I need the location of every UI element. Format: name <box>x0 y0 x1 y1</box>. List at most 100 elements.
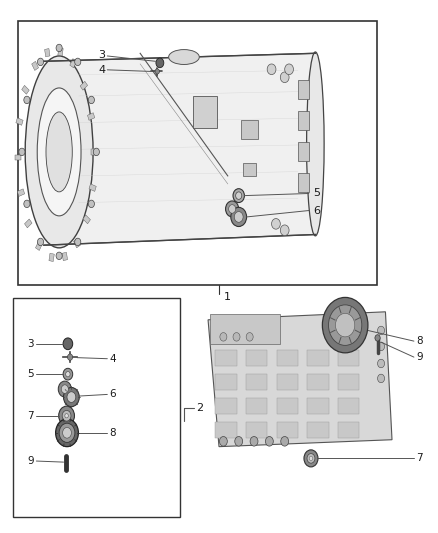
Text: 4: 4 <box>98 65 105 75</box>
Circle shape <box>56 419 78 447</box>
Circle shape <box>304 450 318 467</box>
Circle shape <box>24 96 30 103</box>
Bar <box>35 241 42 251</box>
Text: 9: 9 <box>416 352 423 362</box>
Bar <box>338 422 359 438</box>
Circle shape <box>280 225 289 236</box>
Circle shape <box>267 64 276 75</box>
Circle shape <box>265 437 273 446</box>
Bar <box>215 374 237 390</box>
Bar <box>246 374 267 390</box>
Bar <box>88 113 95 120</box>
Text: 3: 3 <box>28 339 34 349</box>
Circle shape <box>336 313 355 337</box>
Bar <box>89 184 96 191</box>
Circle shape <box>93 148 99 156</box>
Circle shape <box>67 392 76 402</box>
Circle shape <box>88 200 95 208</box>
Bar <box>307 374 328 390</box>
Ellipse shape <box>46 112 72 192</box>
Bar <box>18 189 25 196</box>
Bar <box>210 314 280 344</box>
Text: 2: 2 <box>196 403 203 413</box>
Bar <box>32 61 39 70</box>
Bar <box>91 149 97 155</box>
Circle shape <box>378 374 385 383</box>
Circle shape <box>250 437 258 446</box>
Circle shape <box>378 326 385 335</box>
Text: 6: 6 <box>110 390 116 399</box>
Bar <box>15 155 21 160</box>
Circle shape <box>322 297 368 353</box>
Circle shape <box>63 338 73 350</box>
Circle shape <box>220 333 227 341</box>
Circle shape <box>328 305 362 345</box>
Bar <box>13 298 180 517</box>
Text: 6: 6 <box>313 206 320 215</box>
Bar <box>277 374 298 390</box>
Text: 9: 9 <box>28 456 34 466</box>
Bar <box>45 49 50 57</box>
Circle shape <box>66 372 70 377</box>
Text: 8: 8 <box>110 428 116 438</box>
Bar <box>298 80 309 99</box>
Circle shape <box>233 333 240 341</box>
Circle shape <box>226 201 239 217</box>
Bar <box>215 422 237 438</box>
Bar <box>338 398 359 414</box>
Bar <box>277 350 298 366</box>
Circle shape <box>378 359 385 368</box>
Ellipse shape <box>169 50 199 64</box>
Circle shape <box>88 96 95 103</box>
Bar <box>83 215 90 224</box>
Circle shape <box>37 238 43 246</box>
Circle shape <box>156 58 164 68</box>
Bar <box>307 350 328 366</box>
Circle shape <box>272 219 280 229</box>
Circle shape <box>65 414 68 418</box>
Circle shape <box>61 385 68 393</box>
Circle shape <box>74 58 81 66</box>
Circle shape <box>375 335 380 341</box>
Circle shape <box>63 427 71 438</box>
Bar <box>80 81 88 90</box>
Circle shape <box>219 437 227 446</box>
Bar <box>246 398 267 414</box>
Circle shape <box>246 333 253 341</box>
Circle shape <box>38 58 44 66</box>
Circle shape <box>234 212 243 222</box>
Bar <box>193 96 217 128</box>
Text: 3: 3 <box>98 51 105 60</box>
Circle shape <box>285 64 293 75</box>
Polygon shape <box>208 312 392 447</box>
Circle shape <box>59 423 75 442</box>
Circle shape <box>235 437 243 446</box>
Circle shape <box>307 454 315 463</box>
Bar <box>49 253 54 262</box>
Bar <box>241 120 258 139</box>
Bar <box>243 163 256 176</box>
Text: 7: 7 <box>416 454 423 463</box>
Circle shape <box>280 72 289 83</box>
Circle shape <box>229 205 236 213</box>
Ellipse shape <box>25 56 93 248</box>
Circle shape <box>67 354 73 360</box>
Bar <box>16 118 23 125</box>
Bar <box>338 374 359 390</box>
Circle shape <box>309 456 313 461</box>
Bar <box>277 422 298 438</box>
Circle shape <box>231 207 247 227</box>
Bar <box>307 422 328 438</box>
Bar <box>215 398 237 414</box>
Bar <box>70 59 77 68</box>
Text: 5: 5 <box>28 369 34 379</box>
Circle shape <box>64 387 79 407</box>
Bar <box>25 219 32 228</box>
Circle shape <box>56 44 62 52</box>
Text: 8: 8 <box>416 336 423 346</box>
Circle shape <box>62 410 71 421</box>
Bar <box>298 173 309 192</box>
Bar <box>338 350 359 366</box>
Ellipse shape <box>307 52 324 236</box>
Text: 4: 4 <box>110 354 116 364</box>
